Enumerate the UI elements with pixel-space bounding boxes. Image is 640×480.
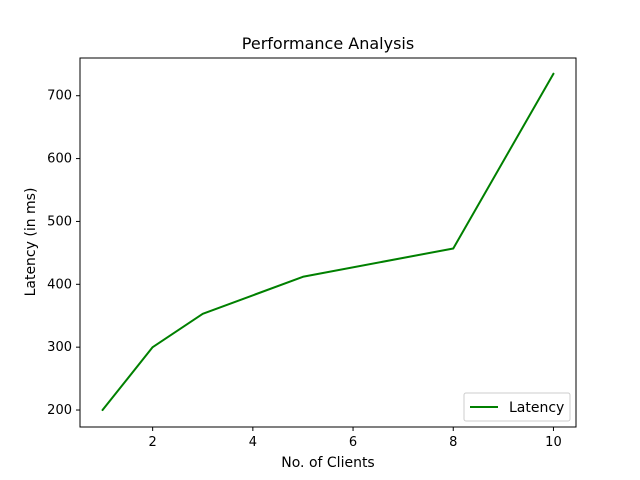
y-axis-ticks: 200 300 400 500 600 700 xyxy=(47,89,80,418)
y-axis-label: Latency (in ms) xyxy=(23,188,39,297)
x-tick-label-8: 8 xyxy=(449,435,457,450)
x-axis-label: No. of Clients xyxy=(281,455,374,471)
plot-frame xyxy=(79,57,577,428)
chart-title: Performance Analysis xyxy=(242,34,414,53)
series-layer xyxy=(101,72,555,412)
legend: Latency xyxy=(463,392,571,422)
x-tick-label-10: 10 xyxy=(545,435,562,450)
data-point-0-0 xyxy=(101,409,104,411)
series-line-latency xyxy=(101,72,555,412)
legend-label-latency: Latency xyxy=(509,400,564,416)
y-tick-label-500: 500 xyxy=(47,214,72,229)
y-tick-label-600: 600 xyxy=(47,152,72,167)
data-point-0-5 xyxy=(552,72,555,75)
data-point-0-3 xyxy=(302,275,304,278)
y-tick-label-300: 300 xyxy=(47,340,72,355)
plot-area xyxy=(79,57,577,428)
x-tick-label-2: 2 xyxy=(149,435,157,450)
y-tick-label-700: 700 xyxy=(47,89,72,104)
x-tick-label-4: 4 xyxy=(249,435,257,450)
data-point-0-4 xyxy=(452,247,455,250)
y-tick-label-200: 200 xyxy=(47,403,72,418)
x-axis-ticks: 2 4 6 8 10 xyxy=(149,427,562,450)
legend-box xyxy=(463,392,571,422)
x-tick-label-6: 6 xyxy=(349,435,357,450)
y-tick-label-400: 400 xyxy=(47,277,72,292)
data-point-0-2 xyxy=(201,313,204,315)
data-point-0-1 xyxy=(151,346,154,348)
